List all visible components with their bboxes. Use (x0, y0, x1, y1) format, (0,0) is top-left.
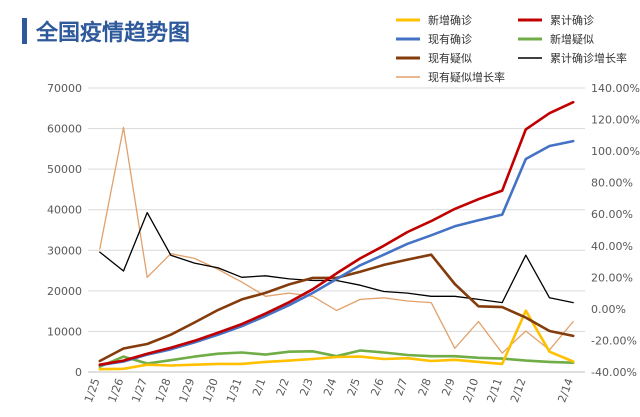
x-tick-label: 2/4 (321, 377, 339, 398)
y-right-tick-label: -40.00% (591, 366, 637, 379)
title-accent-bar (22, 18, 27, 44)
legend-label: 累计确诊增长率 (550, 51, 627, 65)
x-axis: 1/25 1/26 1/27 1/28 1/29 1/30 1/31 2/1 2/2 2/3 2/4… (82, 371, 585, 405)
x-tick-label: 2/3 (297, 377, 315, 398)
series-lines (98, 100, 575, 371)
gridlines (88, 87, 585, 373)
y-left-tick-label: 0 (75, 366, 82, 379)
series-line-6 (99, 211, 574, 304)
series-line-7 (99, 126, 574, 354)
x-tick-label: 2/2 (274, 377, 292, 398)
y-left-tick-label: 10000 (47, 325, 82, 338)
x-tick-label: 1/27 (129, 377, 150, 405)
y-right-tick-label: 20.00% (591, 271, 633, 284)
series-line-2 (98, 100, 575, 367)
y-right-tick-label: 100.00% (591, 145, 640, 158)
series-line-3 (98, 139, 575, 367)
x-tick-label: 2/11 (484, 377, 505, 405)
legend-label: 现有确诊 (428, 32, 472, 46)
legend-label: 新增疑似 (550, 32, 594, 46)
legend-label: 现有疑似 (428, 51, 472, 65)
x-tick-label: 2/8 (416, 377, 434, 398)
x-tick-label: 2/6 (368, 377, 386, 398)
y-left-tick-label: 70000 (47, 82, 82, 95)
series-line-5 (98, 253, 575, 363)
x-tick-label: 2/14 (555, 377, 576, 405)
x-tick-label: 1/28 (153, 377, 174, 405)
x-tick-label: 2/5 (345, 377, 363, 398)
y-right-tick-label: 140.00% (591, 82, 640, 95)
y-right-tick-label: 40.00% (591, 240, 633, 253)
chart-title: 全国疫情趋势图 (35, 20, 190, 46)
legend-label: 新增确诊 (428, 13, 472, 27)
x-tick-label: 1/30 (200, 377, 221, 405)
y-left-tick-label: 40000 (47, 204, 82, 217)
x-tick-label: 2/9 (439, 377, 457, 398)
y-axis-right: -40.00% -20.00% 0.00% 20.00% 40.00% 60.00% 80.… (591, 82, 640, 379)
y-left-tick-label: 20000 (47, 285, 82, 298)
y-right-tick-label: 80.00% (591, 177, 633, 190)
x-tick-label: 1/25 (82, 377, 103, 405)
y-right-tick-label: 60.00% (591, 208, 633, 221)
legend-label: 现有疑似增长率 (428, 70, 505, 84)
y-axis-left: 0 10000 20000 30000 40000 50000 60000 70000 (47, 82, 82, 379)
legend-label: 累计确诊 (550, 13, 594, 27)
x-tick-label: 2/10 (461, 377, 482, 405)
x-tick-label: 2/7 (392, 377, 410, 398)
chart-title-group: 全国疫情趋势图 (22, 18, 190, 46)
y-left-tick-label: 60000 (47, 123, 82, 136)
x-tick-label: 1/31 (224, 377, 245, 405)
x-tick-label: 1/29 (177, 377, 198, 405)
y-right-tick-label: -20.00% (591, 334, 637, 347)
y-right-tick-label: 120.00% (591, 114, 640, 127)
x-tick-label: 1/26 (106, 377, 127, 405)
x-tick-label: 2/1 (250, 377, 268, 398)
y-right-tick-label: 0.00% (591, 303, 626, 316)
x-tick-label: 2/12 (508, 377, 529, 405)
y-left-tick-label: 50000 (47, 163, 82, 176)
series-line-1 (98, 309, 575, 371)
y-left-tick-label: 30000 (47, 244, 82, 257)
